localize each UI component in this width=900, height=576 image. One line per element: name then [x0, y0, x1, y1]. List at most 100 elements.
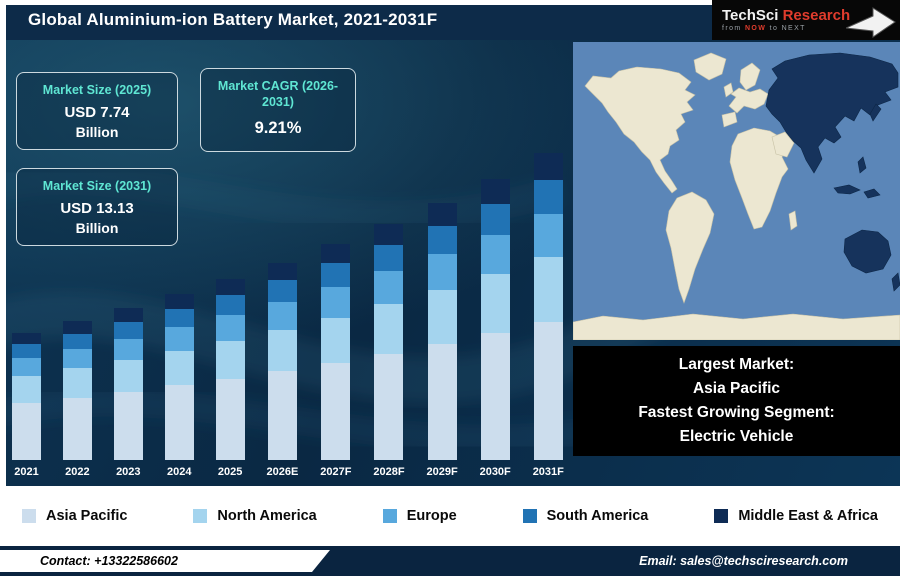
bar-column: 2031F	[532, 152, 564, 478]
bar-segment	[533, 180, 563, 215]
stacked-bar	[374, 223, 404, 460]
legend-label: Asia Pacific	[46, 508, 128, 524]
stacked-bar	[427, 202, 457, 460]
world-map-panel	[573, 42, 900, 340]
bar-segment	[12, 344, 41, 359]
bar-column: 2022	[62, 321, 92, 478]
bar-segment	[267, 329, 297, 372]
stat-value: USD 7.74	[64, 104, 130, 122]
bar-segment	[62, 348, 92, 369]
bar-segment	[321, 244, 351, 264]
legend-swatch	[714, 509, 729, 523]
bar-segment	[113, 322, 143, 339]
callout-line-fastest-segment-value: Electric Vehicle	[679, 428, 794, 446]
brand-name: TechSci Research	[722, 7, 850, 24]
legend-swatch	[522, 509, 537, 523]
bar-segment	[12, 402, 41, 460]
email-info: Email: sales@techsciresearch.com	[639, 554, 848, 568]
bar-segment	[321, 362, 351, 460]
callout-line-largest-market-value: Asia Pacific	[692, 379, 781, 397]
bar-segment	[62, 368, 92, 398]
bar-column: 2029F	[426, 202, 458, 478]
stat-value: 9.21%	[254, 118, 302, 137]
bar-segment	[267, 280, 297, 303]
stat-value: USD 13.13	[60, 200, 134, 218]
legend-label: Middle East & Africa	[738, 508, 878, 524]
bar-segment	[215, 340, 245, 379]
bar-segment	[267, 371, 297, 460]
legend-label: South America	[546, 508, 649, 524]
left-border	[0, 0, 6, 486]
bar-segment	[62, 333, 92, 349]
bar-segment	[215, 278, 245, 296]
bar-segment	[62, 397, 92, 460]
bar-column: 2030F	[480, 178, 511, 478]
bar-segment	[113, 308, 143, 323]
bar-segment	[427, 290, 457, 345]
bar-segment	[533, 152, 563, 181]
stacked-bar	[215, 278, 245, 460]
bar-segment	[12, 332, 41, 345]
bar-segment	[164, 294, 194, 310]
legend-item: Asia Pacific	[22, 508, 127, 524]
bar-segment	[267, 262, 297, 281]
stacked-bar	[113, 308, 143, 460]
chart-area: Market Size (2025) USD 7.74 Billion Mark…	[0, 40, 900, 486]
bar-segment	[533, 321, 563, 460]
x-axis-label: 2024	[166, 466, 192, 478]
brand-name-tech: TechSci	[722, 7, 779, 25]
stat-unit: Billion	[75, 123, 119, 140]
bar-segment	[12, 376, 41, 403]
stat-label: Market Size (2031)	[42, 179, 152, 193]
bar-segment	[427, 344, 457, 460]
bar-segment	[215, 378, 245, 460]
contact-info: Contact: +13322586602	[0, 550, 330, 572]
callout-line-fastest-segment-label: Fastest Growing Segment:	[638, 404, 835, 421]
legend-swatch	[193, 509, 208, 523]
bar-segment	[533, 214, 563, 258]
header-bar: Global Aluminium-ion Battery Market, 202…	[0, 0, 900, 40]
bar-segment	[480, 333, 510, 460]
page-title: Global Aluminium-ion Battery Market, 202…	[28, 10, 438, 29]
legend-swatch	[22, 509, 36, 523]
x-axis-label: 2023	[116, 466, 141, 478]
bar-segment	[480, 235, 510, 275]
stacked-bar	[480, 178, 510, 460]
legend-item: North America	[193, 508, 317, 524]
bar-segment	[321, 317, 351, 363]
x-axis-label: 2021	[14, 466, 39, 478]
bar-segment	[480, 204, 510, 236]
bar-segment	[374, 223, 404, 246]
arrow-icon	[846, 7, 896, 38]
bar-segment	[164, 385, 194, 460]
bar-segment	[427, 225, 457, 255]
x-axis-label: 2022	[65, 466, 90, 478]
x-axis-label: 2028F	[373, 466, 405, 478]
x-axis-label: 2025	[217, 466, 243, 478]
x-axis-label: 2029F	[426, 466, 458, 478]
x-axis-label: 2031F	[532, 466, 564, 478]
legend: Asia Pacific North America Europe South Ame…	[0, 486, 900, 546]
stacked-bar	[321, 244, 351, 460]
stat-card-market-size-2031: Market Size (2031) USD 13.13 Billion	[16, 168, 178, 246]
bar-segment	[113, 338, 143, 360]
bar-segment	[480, 178, 510, 205]
legend-item: Europe	[382, 508, 457, 524]
world-map	[573, 42, 900, 340]
brand-tagline-now: NOW	[744, 24, 767, 32]
brand-logo-text: TechSci Research from NOW to NEXT	[722, 7, 850, 32]
stacked-bar	[12, 332, 41, 460]
bar-segment	[164, 309, 194, 328]
x-axis-label: 2027F	[320, 466, 352, 478]
bar-segment	[215, 295, 245, 316]
market-callout: Largest Market: Asia Pacific Fastest Gro…	[573, 346, 900, 456]
bar-column: 2025	[215, 278, 245, 478]
x-axis-label: 2026E	[266, 466, 299, 478]
bar-column: 2021	[12, 332, 41, 478]
bar-segment	[533, 257, 563, 322]
bar-segment	[12, 358, 41, 377]
legend-item: Middle East & Africa	[714, 508, 878, 524]
brand-tagline-post: to NEXT	[766, 24, 806, 32]
stacked-bar	[267, 262, 297, 460]
